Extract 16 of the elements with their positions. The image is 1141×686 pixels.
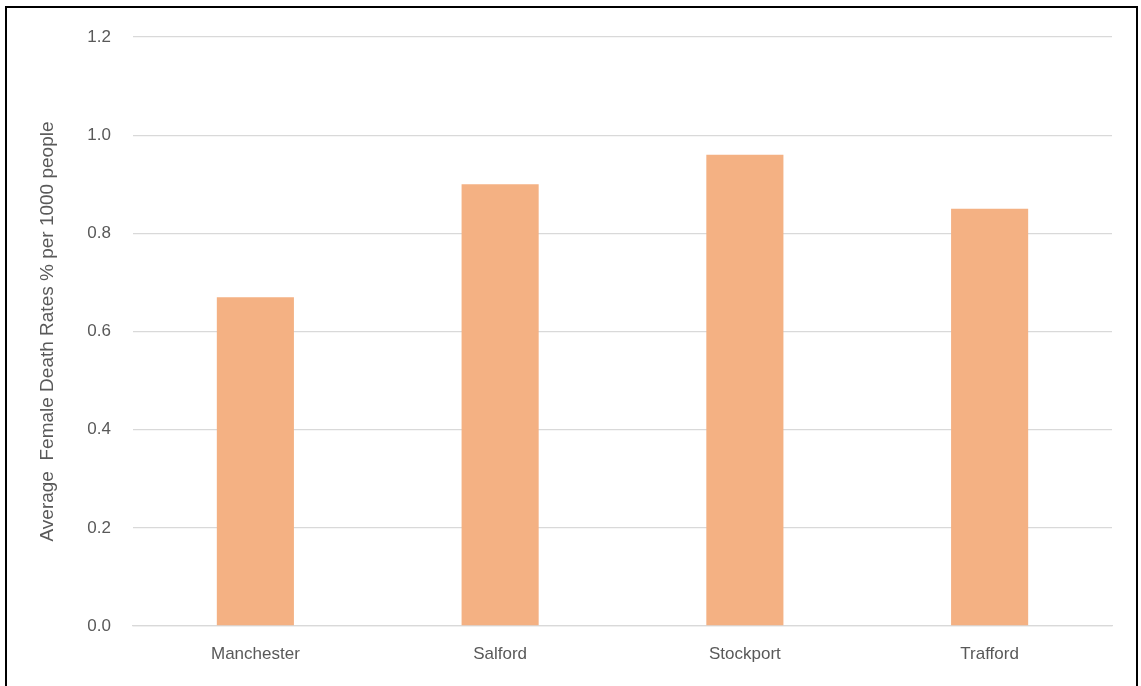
bar xyxy=(461,184,539,626)
x-tick-label: Manchester xyxy=(210,643,301,663)
x-tick-label: Trafford xyxy=(960,643,1019,663)
y-tick-label: 0.8 xyxy=(87,223,111,243)
y-tick-label: 0.6 xyxy=(87,321,111,341)
y-tick-label: 1.0 xyxy=(87,124,111,144)
y-tick-label: 0.4 xyxy=(87,419,111,439)
y-tick-label: 1.2 xyxy=(87,26,111,46)
x-tick-label: Stockport xyxy=(708,643,782,663)
x-tick-label: Salford xyxy=(473,643,528,663)
y-tick-label: 0.0 xyxy=(87,615,111,635)
bar xyxy=(951,208,1029,626)
y-tick-label: 0.2 xyxy=(87,517,111,537)
bar xyxy=(706,154,784,626)
bar xyxy=(216,297,294,626)
y-axis-title: Average Female Death Rates % per 1000 people xyxy=(35,121,57,542)
